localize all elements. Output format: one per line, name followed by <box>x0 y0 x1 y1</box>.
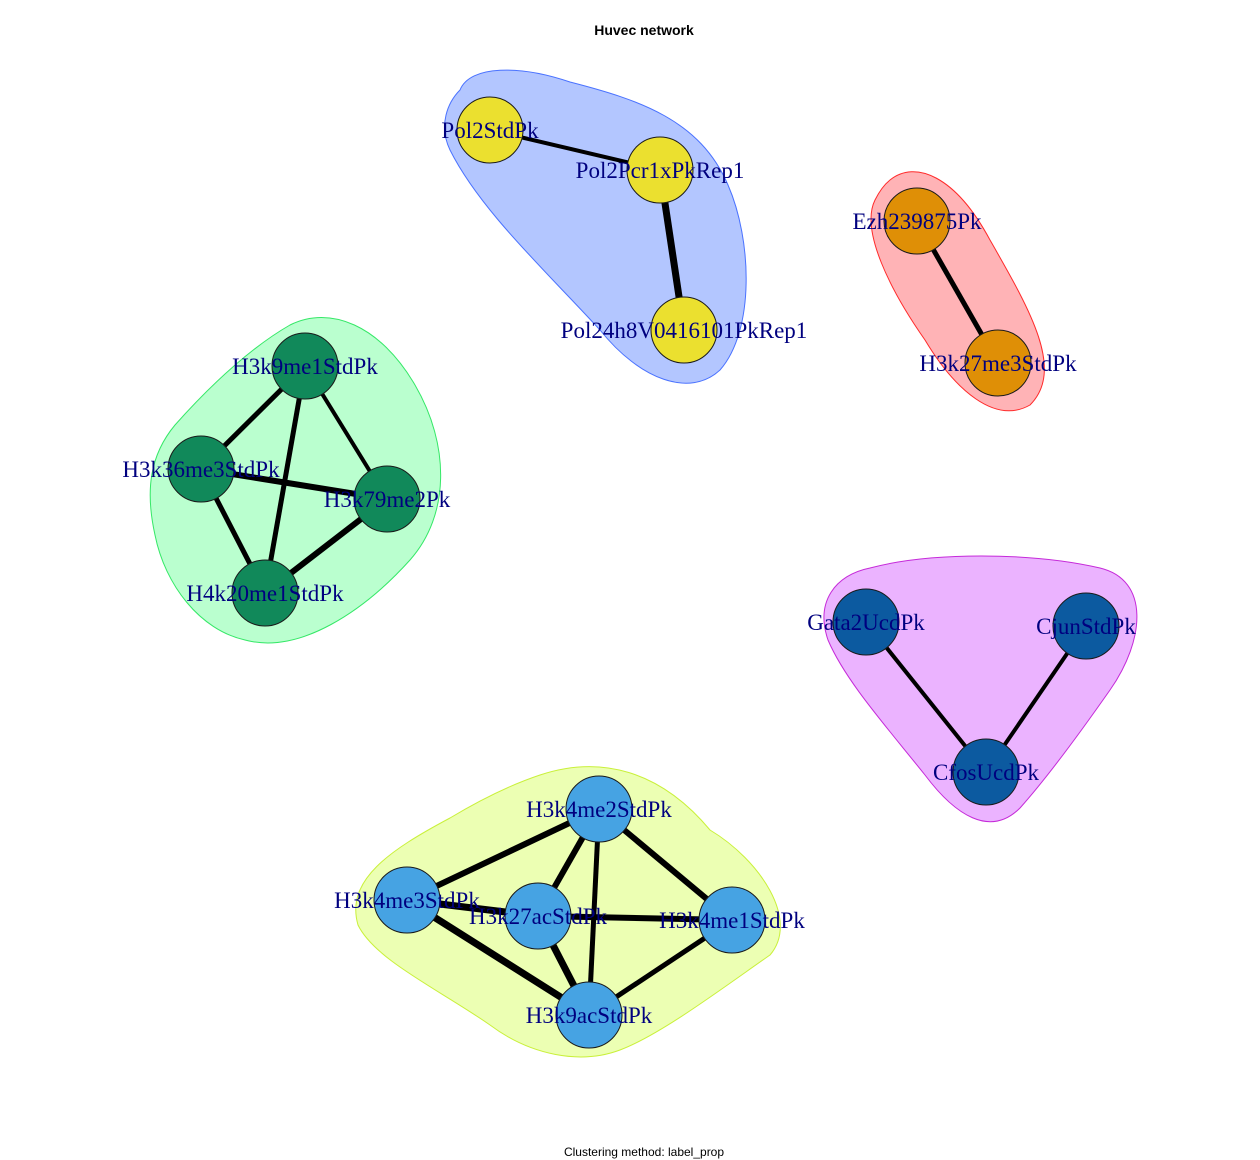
graph-title: Huvec network <box>594 22 694 38</box>
edge-H3k4me3StdPk-H3k9acStdPk <box>405 897 591 1018</box>
node-label-H3k4me3StdPk: H3k4me3StdPk <box>334 888 480 913</box>
node-Pol24h8V0416101PkRep1 <box>650 296 718 364</box>
node-label-H3k9acStdPk: H3k9acStdPk <box>526 1003 653 1028</box>
node-H4k20me1StdPk <box>231 559 299 627</box>
node-label-H3k27acStdPk: H3k27acStdPk <box>469 904 608 929</box>
node-label-H3k9me1StdPk: H3k9me1StdPk <box>232 354 378 379</box>
graph-subtitle: Clustering method: label_prop <box>564 1145 724 1159</box>
node-H3k79me2Pk <box>353 465 421 533</box>
node-H3k4me1StdPk <box>698 886 766 954</box>
node-label-Pol24h8V0416101PkRep1: Pol24h8V0416101PkRep1 <box>561 318 808 343</box>
node-labels: Pol2StdPk Pol2Pcr1xPkRep1 Pol24h8V0416101P… <box>122 118 1136 1028</box>
node-label-H3k79me2Pk: H3k79me2Pk <box>324 487 451 512</box>
node-label-H4k20me1StdPk: H4k20me1StdPk <box>186 581 344 606</box>
node-H3k9acStdPk <box>555 981 623 1049</box>
node-label-Pol2Pcr1xPkRep1: Pol2Pcr1xPkRep1 <box>576 158 745 183</box>
edge-H3k4me2StdPk-H3k9acStdPk <box>586 808 602 1016</box>
node-Ezh239875Pk <box>883 187 951 255</box>
node-H3k36me3StdPk <box>167 435 235 503</box>
graph-nodes <box>167 96 1120 1049</box>
node-label-H3k36me3StdPk: H3k36me3StdPk <box>122 457 280 482</box>
cluster-hulls <box>149 69 1138 1058</box>
node-H3k4me2StdPk <box>565 775 633 843</box>
node-H3k27me3StdPk <box>964 329 1032 397</box>
node-label-Gata2UcdPk: Gata2UcdPk <box>807 610 925 635</box>
node-label-CfosUcdPk: CfosUcdPk <box>933 760 1040 785</box>
node-Pol2StdPk <box>456 96 524 164</box>
node-label-Pol2StdPk: Pol2StdPk <box>441 118 539 143</box>
node-Gata2UcdPk <box>832 588 900 656</box>
node-label-Ezh239875Pk: Ezh239875Pk <box>852 209 982 234</box>
node-H3k4me3StdPk <box>373 866 441 934</box>
node-Pol2Pcr1xPkRep1 <box>626 136 694 204</box>
node-label-CjunStdPk: CjunStdPk <box>1036 614 1136 639</box>
edge-H3k4me2StdPk-H3k4me3StdPk <box>405 806 601 903</box>
node-H3k9me1StdPk <box>271 332 339 400</box>
node-label-H3k4me2StdPk: H3k4me2StdPk <box>526 797 672 822</box>
cluster-hull-h3k9me1 <box>149 317 442 644</box>
node-CfosUcdPk <box>952 738 1020 806</box>
node-label-H3k27me3StdPk: H3k27me3StdPk <box>919 351 1077 376</box>
edge-H3k9me1StdPk-H4k20me1StdPk <box>262 365 308 594</box>
node-CjunStdPk <box>1052 592 1120 660</box>
node-label-H3k4me1StdPk: H3k4me1StdPk <box>659 908 805 933</box>
node-H3k27acStdPk <box>504 882 572 950</box>
